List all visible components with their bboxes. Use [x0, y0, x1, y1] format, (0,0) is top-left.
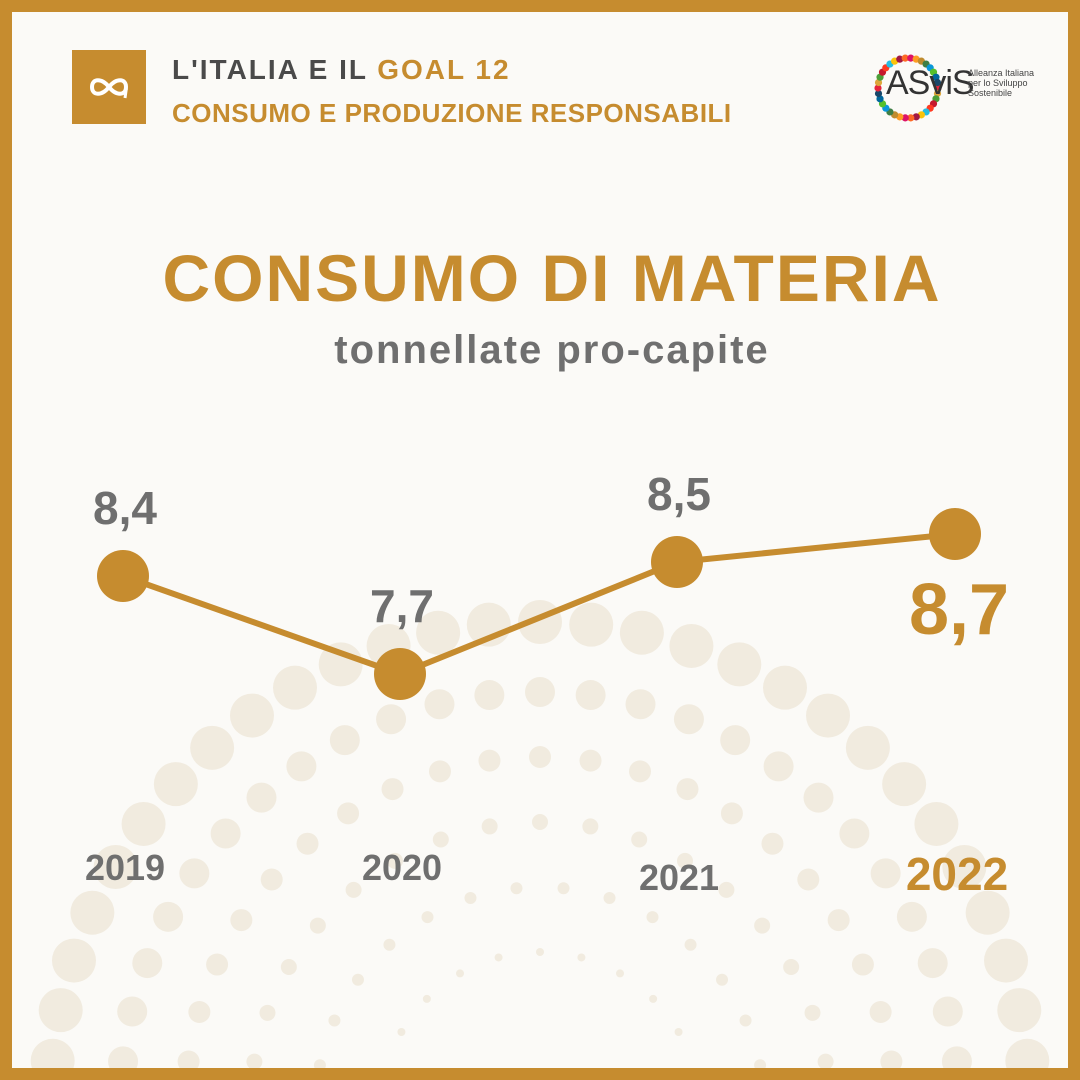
chart-subtitle: tonnellate pro-capite: [334, 328, 770, 372]
sdg-wheel-icon: [874, 54, 942, 122]
background-dot-pattern: [30, 600, 1050, 1068]
data-label-2019: 8,4: [93, 482, 157, 534]
chart-title: CONSUMO DI MATERIA: [162, 241, 942, 315]
asvis-logo: ASviS Alleanza Italiana per lo Sviluppo …: [870, 50, 1060, 126]
series-line-segment: [398, 559, 679, 677]
goal-12-icon: [72, 50, 146, 124]
series-line-segment: [676, 531, 956, 565]
header-subtitle: CONSUMO E PRODUZIONE RESPONSABILI: [172, 98, 732, 128]
header-title: L'ITALIA E IL GOAL 12: [172, 54, 511, 85]
logo-subtitle: Alleanza Italiana per lo Sviluppo Sosten…: [968, 68, 1035, 98]
data-point-2020: [374, 648, 426, 700]
x-tick-label-2020: 2020: [362, 847, 442, 888]
series-line-segment: [121, 573, 402, 677]
x-tick-label-2019: 2019: [85, 847, 165, 888]
data-label-2021: 8,5: [647, 468, 711, 520]
data-point-2019: [97, 550, 149, 602]
data-point-2021: [651, 536, 703, 588]
data-point-2022: [929, 508, 981, 560]
data-label-2020: 7,7: [370, 580, 434, 632]
logo-wordmark: ASviS: [886, 64, 975, 102]
x-tick-label-2022: 2022: [906, 848, 1008, 900]
goal-label: GOAL 12: [377, 54, 511, 85]
data-label-2022: 8,7: [909, 570, 1009, 650]
line-chart: 8,4 2019 7,7 2020 8,5 2021 8,7 2022: [30, 468, 1050, 1068]
x-tick-label-2021: 2021: [639, 857, 719, 898]
